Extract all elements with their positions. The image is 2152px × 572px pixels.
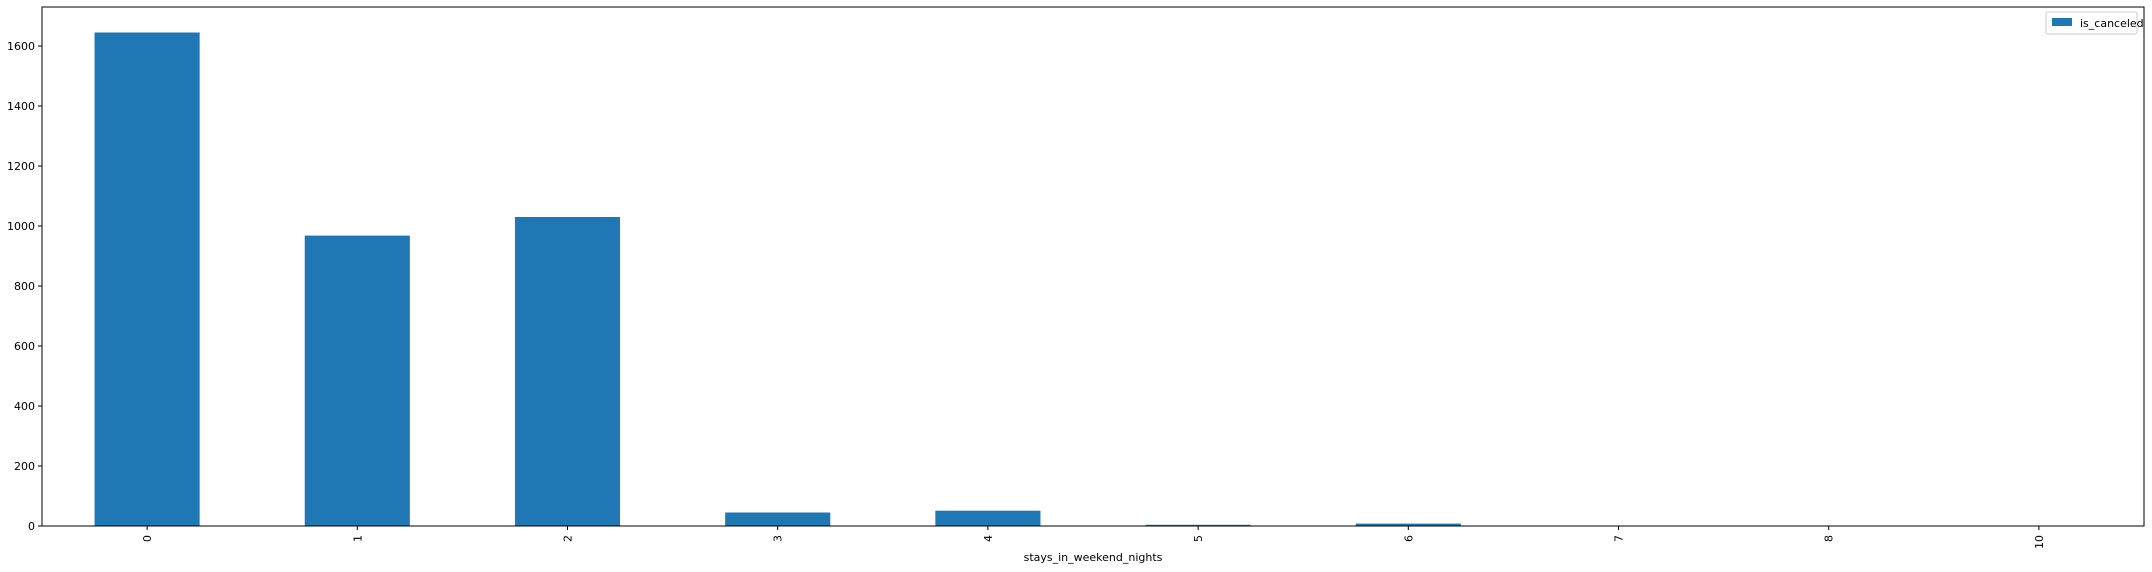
y-tick-label: 600 [14,340,35,353]
x-tick-label: 0 [141,535,154,542]
x-tick-label: 1 [351,535,364,542]
x-tick-label: 6 [1402,535,1415,542]
y-tick-label: 400 [14,400,35,413]
bars-layer [95,33,2092,527]
y-tick-label: 1400 [7,100,35,113]
bar-1 [305,236,410,526]
bar-4 [935,511,1040,526]
y-tick-label: 1000 [7,220,35,233]
bar-0 [95,33,200,527]
x-tick-label: 8 [1823,535,1836,542]
legend-label: is_canceled [2080,17,2144,30]
x-tick-label: 7 [1613,535,1626,542]
legend: is_canceled [2046,12,2144,34]
x-tick-label: 4 [982,535,995,542]
x-tick-label: 2 [562,535,575,542]
x-tick-label: 10 [2033,535,2046,549]
y-axis: 0 200 400 600 800 1000 1200 1400 1600 [7,40,42,533]
y-tick-label: 0 [28,520,35,533]
x-axis-label: stays_in_weekend_nights [1024,551,1163,564]
y-tick-label: 800 [14,280,35,293]
legend-swatch [2052,18,2072,26]
x-axis: 0 1 2 3 4 5 6 7 8 10 [141,526,2046,549]
bar-3 [725,513,830,527]
y-tick-label: 1200 [7,160,35,173]
x-tick-label: 5 [1192,535,1205,542]
y-tick-label: 200 [14,460,35,473]
bar-2 [515,217,620,526]
y-tick-label: 1600 [7,40,35,53]
x-tick-label: 3 [772,535,785,542]
